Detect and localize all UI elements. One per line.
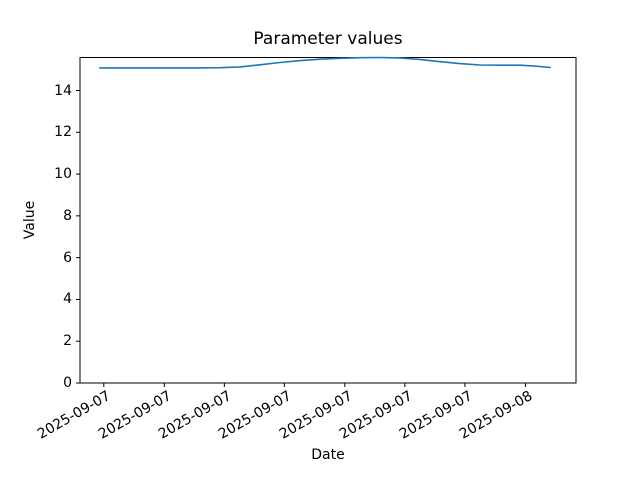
y-tick-label: 12 xyxy=(54,124,72,141)
chart-title: Parameter values xyxy=(253,29,403,49)
y-tick-label: 6 xyxy=(63,249,72,266)
y-tick-label: 14 xyxy=(54,82,72,99)
y-tick-label: 2 xyxy=(63,333,72,350)
x-axis-label: Date xyxy=(311,447,345,463)
y-tick-label: 8 xyxy=(63,207,72,224)
plot-border xyxy=(79,57,577,384)
y-tick-label: 4 xyxy=(63,291,72,308)
series-line-parameter xyxy=(99,56,552,69)
y-tick-label: 10 xyxy=(54,166,72,183)
y-tick-label: 0 xyxy=(63,375,72,391)
